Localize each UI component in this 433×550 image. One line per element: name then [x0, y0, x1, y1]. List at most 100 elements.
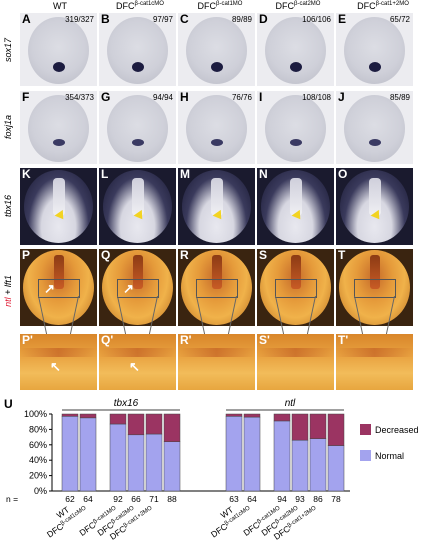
stained-cells — [368, 62, 381, 73]
image-panel-o: O — [336, 168, 413, 245]
stained-cells — [131, 62, 144, 73]
row-label-lft1: + lft1 — [3, 275, 13, 298]
panel-count: 108/108 — [302, 93, 331, 102]
bar-normal — [225, 416, 243, 492]
bar-normal — [327, 445, 345, 492]
panel-letter: H — [180, 91, 189, 104]
bar-normal — [109, 423, 127, 492]
panel-count: 97/97 — [152, 15, 173, 24]
row-label-ntl-lft1: ntl + lft1 — [3, 263, 13, 319]
column-header-b-cat1-2mo: DFCβ-cat1+2MO — [338, 1, 428, 11]
notochord-stain — [211, 255, 222, 289]
embryo — [186, 95, 247, 162]
bar-decreased — [109, 413, 127, 425]
column-header-wt: WT — [20, 1, 100, 11]
row-label-foxj1a: foxj1a — [3, 114, 13, 140]
image-panel-r-prime: R' — [178, 334, 255, 390]
bar-normal — [163, 441, 181, 492]
bar-decreased — [309, 413, 327, 439]
panel-letter: M — [180, 168, 190, 181]
n-label: 64 — [247, 494, 257, 504]
image-panel-n: N — [257, 168, 334, 245]
image-panel-k: K — [20, 168, 97, 245]
lft1-band — [257, 348, 334, 357]
panel-letter: Q' — [101, 334, 114, 347]
image-panel-l: L — [99, 168, 176, 245]
bar-decreased — [79, 413, 97, 419]
panel-letter: I — [259, 91, 263, 104]
panel-letter: U — [4, 398, 13, 411]
embryo — [107, 17, 168, 84]
midline-stain — [289, 178, 302, 216]
lft1-band — [99, 348, 176, 357]
column-header-label: WT — [53, 1, 67, 11]
bar-normal — [309, 438, 327, 492]
zoom-region-box — [117, 279, 159, 298]
stained-cells — [52, 138, 65, 146]
image-panel-p: ↗ P — [20, 249, 97, 326]
embryo — [344, 95, 405, 162]
n-label: 93 — [295, 494, 305, 504]
y-tick-label: 40% — [29, 455, 47, 465]
image-panel-f: F 354/373 — [20, 91, 97, 164]
panel-letter: R — [180, 249, 189, 262]
bar-decreased — [273, 413, 291, 422]
bar-normal — [243, 416, 261, 492]
embryo — [28, 17, 89, 84]
n-label: 66 — [131, 494, 141, 504]
y-tick-label: 80% — [29, 424, 47, 434]
column-header-b-cat1cmo: DFCβ-cat1cMO — [100, 1, 180, 11]
panel-letter: S — [259, 249, 268, 262]
group-title-tbx16: tbx16 — [114, 398, 139, 409]
embryo — [265, 17, 326, 84]
panel-count: 319/327 — [65, 15, 94, 24]
zoom-region-box — [196, 279, 238, 298]
column-header-label: DFC — [197, 1, 217, 11]
stained-cells — [131, 138, 144, 146]
bar-decreased — [163, 413, 181, 442]
bar-decreased — [225, 413, 243, 417]
n-label: 86 — [313, 494, 323, 504]
stained-cells — [210, 138, 223, 146]
image-panel-t-prime: T' — [336, 334, 413, 390]
panel-letter: K — [22, 168, 31, 181]
panel-letter: A — [22, 13, 31, 26]
panel-count: 65/72 — [389, 15, 410, 24]
column-header-sup: β-cat1cMO — [134, 1, 164, 7]
bar-decreased — [291, 413, 309, 441]
bar-decreased — [327, 413, 345, 446]
n-label: 62 — [65, 494, 75, 504]
panel-count: 106/106 — [302, 15, 331, 24]
n-label: 88 — [167, 494, 177, 504]
panel-count: 76/76 — [231, 93, 252, 102]
zoom-region-box — [38, 279, 80, 298]
image-panel-q-prime: ↖ Q' — [99, 334, 176, 390]
image-panel-p-prime: ↖ P' — [20, 334, 97, 390]
image-panel-t: T — [336, 249, 413, 326]
bar-normal — [61, 416, 79, 492]
white-arrow-icon: ↗ — [123, 281, 134, 296]
bar-normal — [79, 417, 97, 492]
notochord-stain — [132, 255, 143, 289]
stained-cells — [289, 62, 302, 73]
legend-swatch-normal — [360, 450, 371, 461]
bar-normal — [273, 420, 291, 492]
column-header-sup: β-cat2MO — [294, 1, 321, 7]
midline-stain — [52, 178, 65, 216]
white-arrow-icon: ↖ — [50, 359, 61, 374]
embryo — [344, 17, 405, 84]
bar-decreased — [127, 413, 145, 436]
panel-letter: J — [338, 91, 345, 104]
midline-stain — [210, 178, 223, 216]
y-tick-label: 60% — [29, 440, 47, 450]
panel-letter: O — [338, 168, 348, 181]
panel-letter: L — [101, 168, 109, 181]
n-label: 64 — [83, 494, 93, 504]
legend-swatch-decreased — [360, 424, 371, 435]
panel-letter: C — [180, 13, 189, 26]
midline-stain — [368, 178, 381, 216]
panel-letter: S' — [259, 334, 270, 347]
white-arrow-icon: ↗ — [44, 281, 55, 296]
image-panel-a: A 319/327 — [20, 13, 97, 86]
column-header-b-cat2mo: DFCβ-cat2MO — [258, 1, 338, 11]
